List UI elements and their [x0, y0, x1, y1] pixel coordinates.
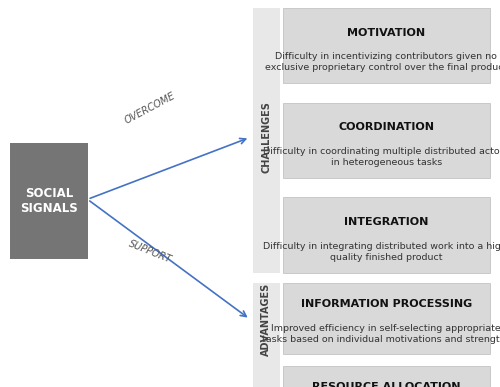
Text: OVERCOME: OVERCOME [123, 91, 177, 126]
FancyBboxPatch shape [10, 143, 88, 259]
Text: MOTIVATION: MOTIVATION [347, 27, 426, 38]
FancyBboxPatch shape [252, 283, 280, 387]
Text: SOCIAL
SIGNALS: SOCIAL SIGNALS [20, 187, 78, 215]
Text: Difficulty in coordinating multiple distributed actors
in heterogeneous tasks: Difficulty in coordinating multiple dist… [264, 147, 500, 167]
Text: ADVANTAGES: ADVANTAGES [261, 283, 271, 356]
Text: Difficulty in integrating distributed work into a high-
quality finished product: Difficulty in integrating distributed wo… [262, 241, 500, 262]
Text: COORDINATION: COORDINATION [338, 122, 434, 132]
FancyBboxPatch shape [282, 8, 490, 83]
Text: Difficulty in incentivizing contributors given no
exclusive proprietary control : Difficulty in incentivizing contributors… [265, 52, 500, 72]
FancyBboxPatch shape [282, 103, 490, 178]
FancyBboxPatch shape [282, 283, 490, 354]
Text: CHALLENGES: CHALLENGES [261, 101, 271, 173]
FancyBboxPatch shape [252, 8, 280, 273]
Text: INTEGRATION: INTEGRATION [344, 217, 428, 227]
Text: INFORMATION PROCESSING: INFORMATION PROCESSING [300, 299, 472, 309]
Text: SUPPORT: SUPPORT [127, 238, 173, 265]
Text: RESOURCE ALLOCATION: RESOURCE ALLOCATION [312, 382, 460, 387]
FancyBboxPatch shape [282, 366, 490, 387]
Text: Improved efficiency in self-selecting appropriate
tasks based on individual moti: Improved efficiency in self-selecting ap… [262, 324, 500, 344]
FancyBboxPatch shape [282, 197, 490, 273]
